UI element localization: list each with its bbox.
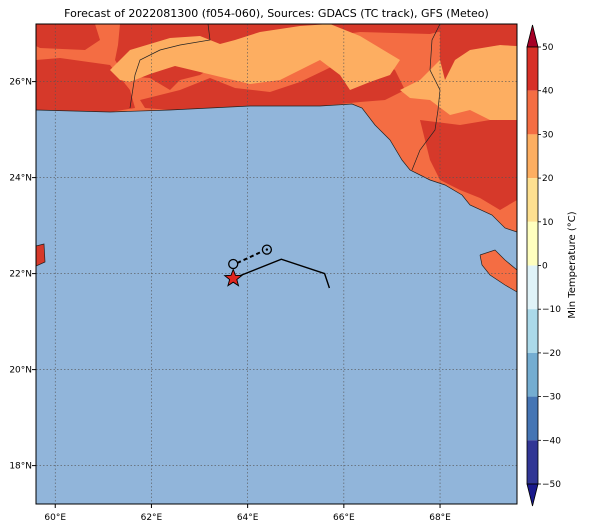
forecast-point-icon (261, 244, 273, 255)
colorbar-segment (527, 352, 538, 397)
y-tick-label: 20°N (9, 366, 32, 376)
colorbar-ticks: 50 40 30 20 10 0 −10 −20 −30 −40 −50 (538, 43, 561, 490)
x-tick-label: 64°E (237, 513, 259, 523)
colorbar-segment (527, 90, 538, 135)
colorbar-segment (527, 396, 538, 441)
forecast-point-dot (265, 248, 269, 251)
colorbar-tick-label: 0 (542, 262, 548, 272)
colorbar-segment (527, 134, 538, 179)
y-tick-label: 24°N (9, 174, 32, 184)
colorbar-segment (527, 178, 538, 222)
colorbar-tick-label: 20 (542, 174, 554, 184)
colorbar-tick-label: 30 (542, 130, 554, 140)
colorbar-tick-label: −10 (542, 305, 561, 315)
land-gujarat (480, 250, 517, 292)
colorbar-segment (527, 309, 538, 353)
colorbar-top-arrow (526, 24, 539, 48)
land-hot-northwest (36, 24, 100, 50)
land (36, 24, 517, 292)
colorbar-bottom-arrow (526, 483, 539, 507)
colorbar-tick-label: −20 (542, 349, 561, 359)
borders (36, 24, 517, 293)
map-title: Forecast of 2022081300 (f054-060), Sourc… (64, 7, 489, 20)
x-tick-label: 62°E (141, 513, 163, 523)
colorbar-segment (527, 265, 538, 310)
colorbar-tick-label: −50 (542, 480, 561, 490)
colorbar-segment (527, 221, 538, 266)
colorbar-label: Min Temperature (°C) (567, 211, 578, 318)
x-tick-label: 60°E (44, 513, 66, 523)
colorbar-tick-label: 10 (542, 218, 554, 228)
land-hot-east (440, 24, 517, 80)
land-oman (36, 244, 45, 266)
grid-lines (36, 24, 517, 504)
map-frame (35, 23, 518, 505)
y-tick-label: 26°N (9, 78, 32, 88)
colorbar (526, 24, 539, 507)
y-tick-label: 22°N (9, 270, 32, 280)
colorbar-tick-label: 50 (542, 43, 554, 53)
x-tick-label: 68°E (429, 513, 451, 523)
colorbar-tick-label: −40 (542, 436, 561, 446)
colorbar-segment (527, 440, 538, 484)
colorbar-segment (527, 47, 538, 91)
land-mild-band (110, 24, 400, 90)
x-axis: 60°E 62°E 64°E 66°E 68°E (44, 504, 451, 523)
past-track-line (232, 258, 331, 289)
y-tick-label: 18°N (9, 462, 32, 472)
map-area[interactable] (36, 24, 517, 504)
x-tick-label: 66°E (333, 513, 355, 523)
colorbar-tick-label: −30 (542, 393, 561, 403)
storm-position-star-icon (223, 268, 243, 287)
forecast-track-line (236, 250, 263, 264)
tc-track (223, 244, 331, 289)
colorbar-tick-label: 40 (542, 87, 554, 97)
y-axis: 18°N 20°N 22°N 24°N 26°N (9, 78, 36, 472)
land-hot-west (36, 58, 135, 112)
land-mild-east (400, 45, 517, 120)
land-hot-indus (420, 120, 517, 210)
